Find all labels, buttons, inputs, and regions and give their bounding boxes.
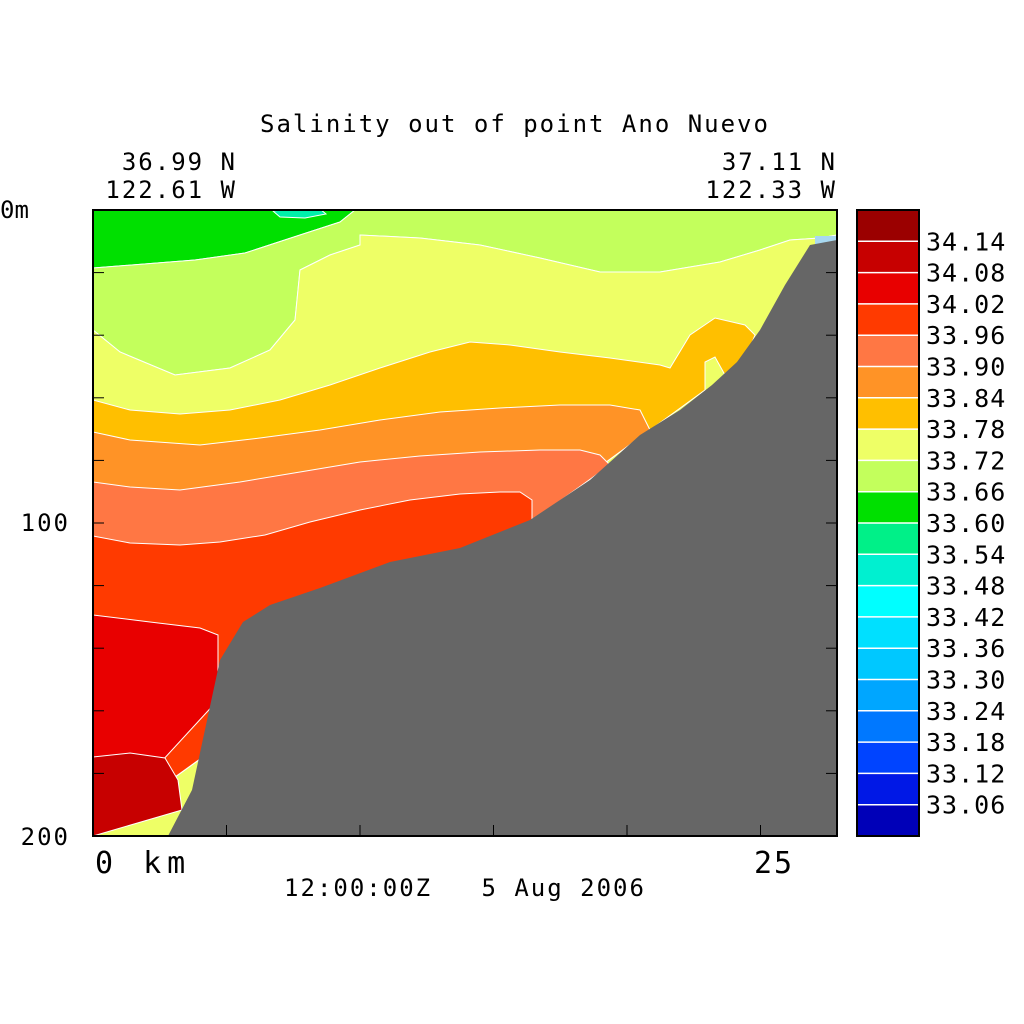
colorbar-level-label: 33.24 bbox=[926, 697, 1006, 726]
colorbar-level-label: 33.66 bbox=[926, 478, 1006, 507]
timestamp: 12:00:00Z 5 Aug 2006 bbox=[284, 874, 646, 902]
colorbar-swatch bbox=[857, 554, 919, 587]
colorbar-swatch bbox=[857, 742, 919, 774]
colorbar-swatch bbox=[857, 272, 919, 305]
x-axis-end-label: 25 bbox=[754, 846, 794, 881]
colorbar-level-label: 34.14 bbox=[926, 227, 1006, 256]
colorbar-level-label: 34.08 bbox=[926, 259, 1006, 288]
colorbar-swatch bbox=[857, 679, 919, 712]
colorbar-level-label: 33.54 bbox=[926, 540, 1006, 569]
salinity-band bbox=[93, 752, 183, 836]
x-axis-start-label: 0 km bbox=[95, 846, 191, 881]
colorbar-swatch bbox=[857, 397, 919, 430]
colorbar-level-label: 33.18 bbox=[926, 728, 1006, 757]
colorbar-swatch bbox=[857, 460, 919, 493]
end-longitude: 122.33 W bbox=[705, 176, 837, 204]
colorbar-swatch bbox=[857, 523, 919, 555]
colorbar-swatch bbox=[857, 648, 919, 680]
colorbar-swatch bbox=[857, 491, 919, 524]
axis-ticks bbox=[93, 272, 837, 836]
chart-title: Salinity out of point Ano Nuevo bbox=[260, 110, 770, 138]
colorbar-level-label: 33.60 bbox=[926, 509, 1006, 538]
colorbar-swatch bbox=[857, 710, 919, 743]
colorbar-level-label: 33.84 bbox=[926, 384, 1006, 413]
colorbar-swatch bbox=[857, 616, 919, 649]
colorbar-swatch bbox=[857, 335, 919, 367]
colorbar-swatch bbox=[857, 585, 919, 618]
colorbar-swatch bbox=[857, 241, 919, 274]
colorbar-swatch bbox=[857, 804, 919, 837]
plot-area bbox=[93, 210, 837, 836]
colorbar bbox=[857, 210, 919, 837]
colorbar-swatch bbox=[857, 210, 919, 242]
colorbar-level-label: 33.90 bbox=[926, 353, 1006, 382]
colorbar-swatch bbox=[857, 303, 919, 336]
colorbar-level-label: 33.06 bbox=[926, 791, 1006, 820]
colorbar-level-label: 33.30 bbox=[926, 666, 1006, 695]
colorbar-level-label: 33.78 bbox=[926, 415, 1006, 444]
colorbar-level-label: 33.48 bbox=[926, 572, 1006, 601]
start-longitude: 122.61 W bbox=[105, 176, 237, 204]
colorbar-level-label: 33.72 bbox=[926, 446, 1006, 475]
y-tick-label: 200 bbox=[21, 823, 70, 851]
end-latitude: 37.11 N bbox=[722, 148, 837, 176]
colorbar-level-label: 33.42 bbox=[926, 603, 1006, 632]
colorbar-frame bbox=[856, 209, 920, 837]
colorbar-level-label: 33.96 bbox=[926, 321, 1006, 350]
start-latitude: 36.99 N bbox=[122, 148, 237, 176]
colorbar-swatch bbox=[857, 366, 919, 399]
y-tick-label: 100 bbox=[21, 509, 70, 537]
colorbar-swatch bbox=[857, 429, 919, 461]
colorbar-level-label: 33.36 bbox=[926, 634, 1006, 663]
bathymetry bbox=[168, 240, 837, 836]
colorbar-swatch bbox=[857, 773, 919, 806]
colorbar-level-label: 34.02 bbox=[926, 290, 1006, 319]
colorbar-level-label: 33.12 bbox=[926, 759, 1006, 788]
y-axis-top-label: 0m bbox=[0, 196, 29, 224]
salinity-patch-low bbox=[271, 210, 328, 219]
